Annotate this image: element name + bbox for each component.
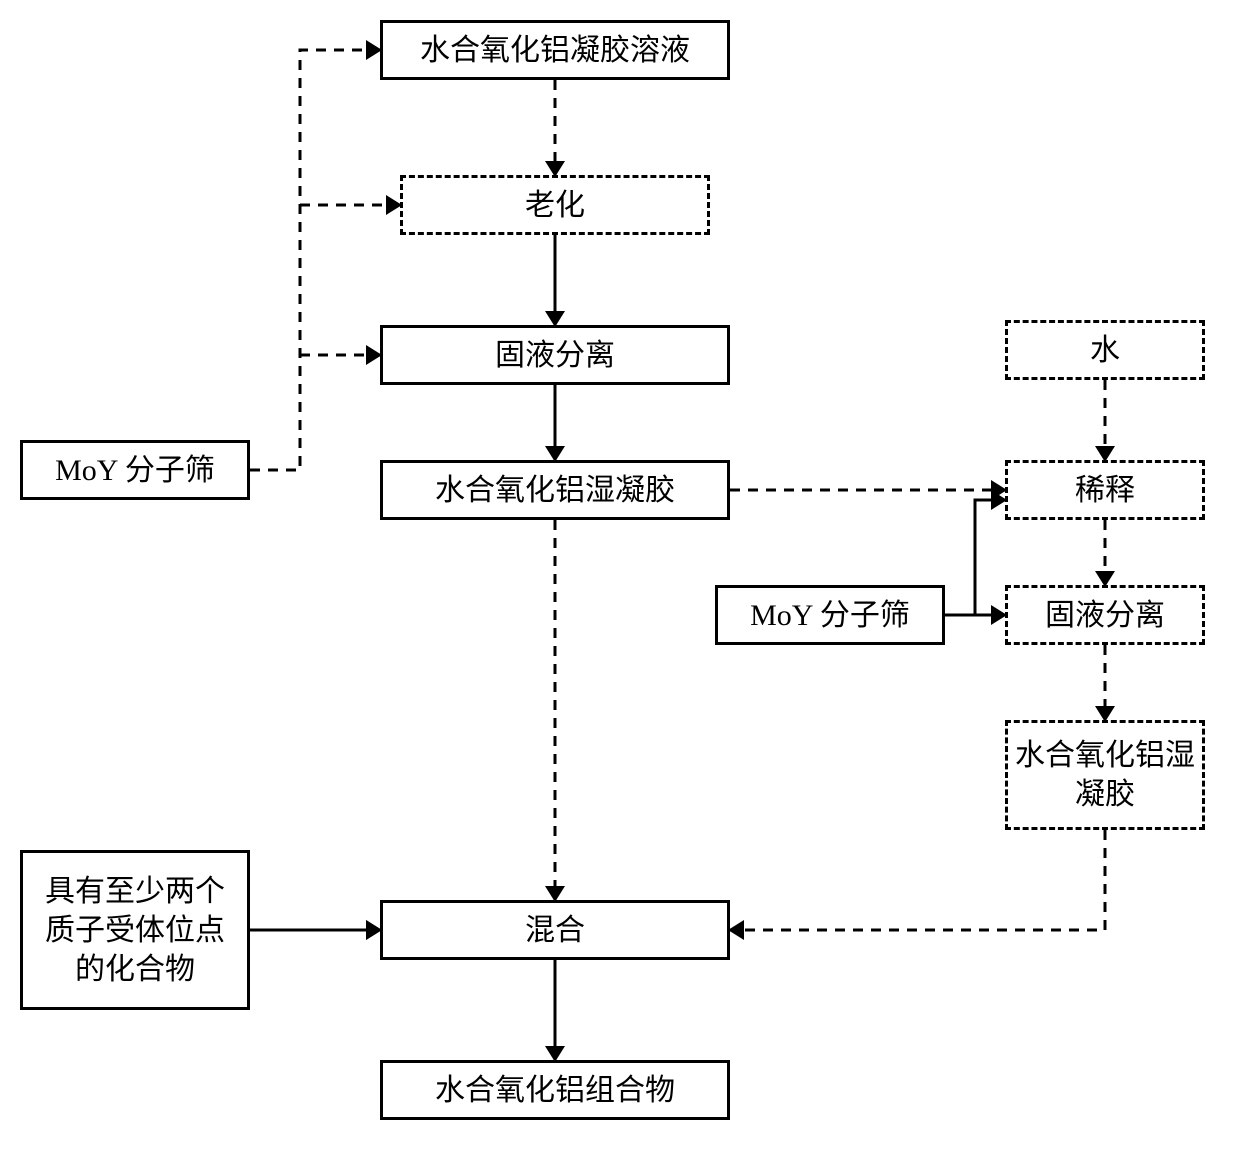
edge-e16 <box>945 500 1005 615</box>
edge-e15 <box>730 830 1105 930</box>
node-n_sep1: 固液分离 <box>380 325 730 385</box>
node-n_compound: 具有至少两个 质子受体位点 的化合物 <box>20 850 250 1010</box>
node-n_moy1: MoY 分子筛 <box>20 440 250 500</box>
node-label: 水合氧化铝组合物 <box>435 1071 675 1110</box>
node-n_wetGel2: 水合氧化铝湿 凝胶 <box>1005 720 1205 830</box>
node-label: 稀释 <box>1075 471 1135 510</box>
node-label: 水 <box>1090 331 1120 370</box>
flowchart-canvas: 水合氧化铝凝胶溶液老化固液分离水合氧化铝湿凝胶MoY 分子筛具有至少两个 质子受… <box>0 0 1240 1162</box>
node-n_wetGel: 水合氧化铝湿凝胶 <box>380 460 730 520</box>
node-label: 老化 <box>525 186 585 225</box>
node-n_moy2: MoY 分子筛 <box>715 585 945 645</box>
node-label: MoY 分子筛 <box>55 451 215 490</box>
node-n_mix: 混合 <box>380 900 730 960</box>
node-label: 水合氧化铝凝胶溶液 <box>420 31 690 70</box>
node-n_sep2: 固液分离 <box>1005 585 1205 645</box>
node-n_composition: 水合氧化铝组合物 <box>380 1060 730 1120</box>
node-n_aging: 老化 <box>400 175 710 235</box>
node-n_dilute: 稀释 <box>1005 460 1205 520</box>
node-n_water: 水 <box>1005 320 1205 380</box>
node-label: 固液分离 <box>495 336 615 375</box>
node-label: 水合氧化铝湿凝胶 <box>435 471 675 510</box>
node-label: 具有至少两个 质子受体位点 的化合物 <box>45 872 225 989</box>
node-label: 水合氧化铝湿 凝胶 <box>1015 736 1195 814</box>
node-label: 固液分离 <box>1045 596 1165 635</box>
edge-e7 <box>250 50 380 470</box>
node-label: MoY 分子筛 <box>750 596 910 635</box>
node-label: 混合 <box>525 911 585 950</box>
node-n_gelSolution: 水合氧化铝凝胶溶液 <box>380 20 730 80</box>
